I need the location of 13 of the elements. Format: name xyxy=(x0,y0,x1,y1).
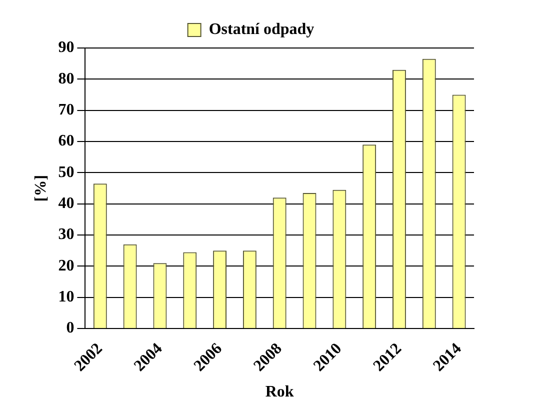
y-tick-label: 60 xyxy=(58,132,74,150)
y-tick-label: 0 xyxy=(66,320,74,337)
y-axis-title: [%] xyxy=(32,174,50,202)
legend-label: Ostatní odpady xyxy=(208,21,314,38)
y-tick-label: 90 xyxy=(58,39,74,56)
y-tick-label: 70 xyxy=(58,101,74,118)
y-tick-label: 40 xyxy=(58,195,74,212)
y-tick-label: 80 xyxy=(58,70,74,88)
y-tick-label: 30 xyxy=(58,226,74,244)
y-tick-label: 50 xyxy=(58,164,74,181)
y-tick-label: 20 xyxy=(58,257,74,274)
y-tick-label: 10 xyxy=(58,288,74,306)
x-axis-title: Rok xyxy=(265,384,294,401)
